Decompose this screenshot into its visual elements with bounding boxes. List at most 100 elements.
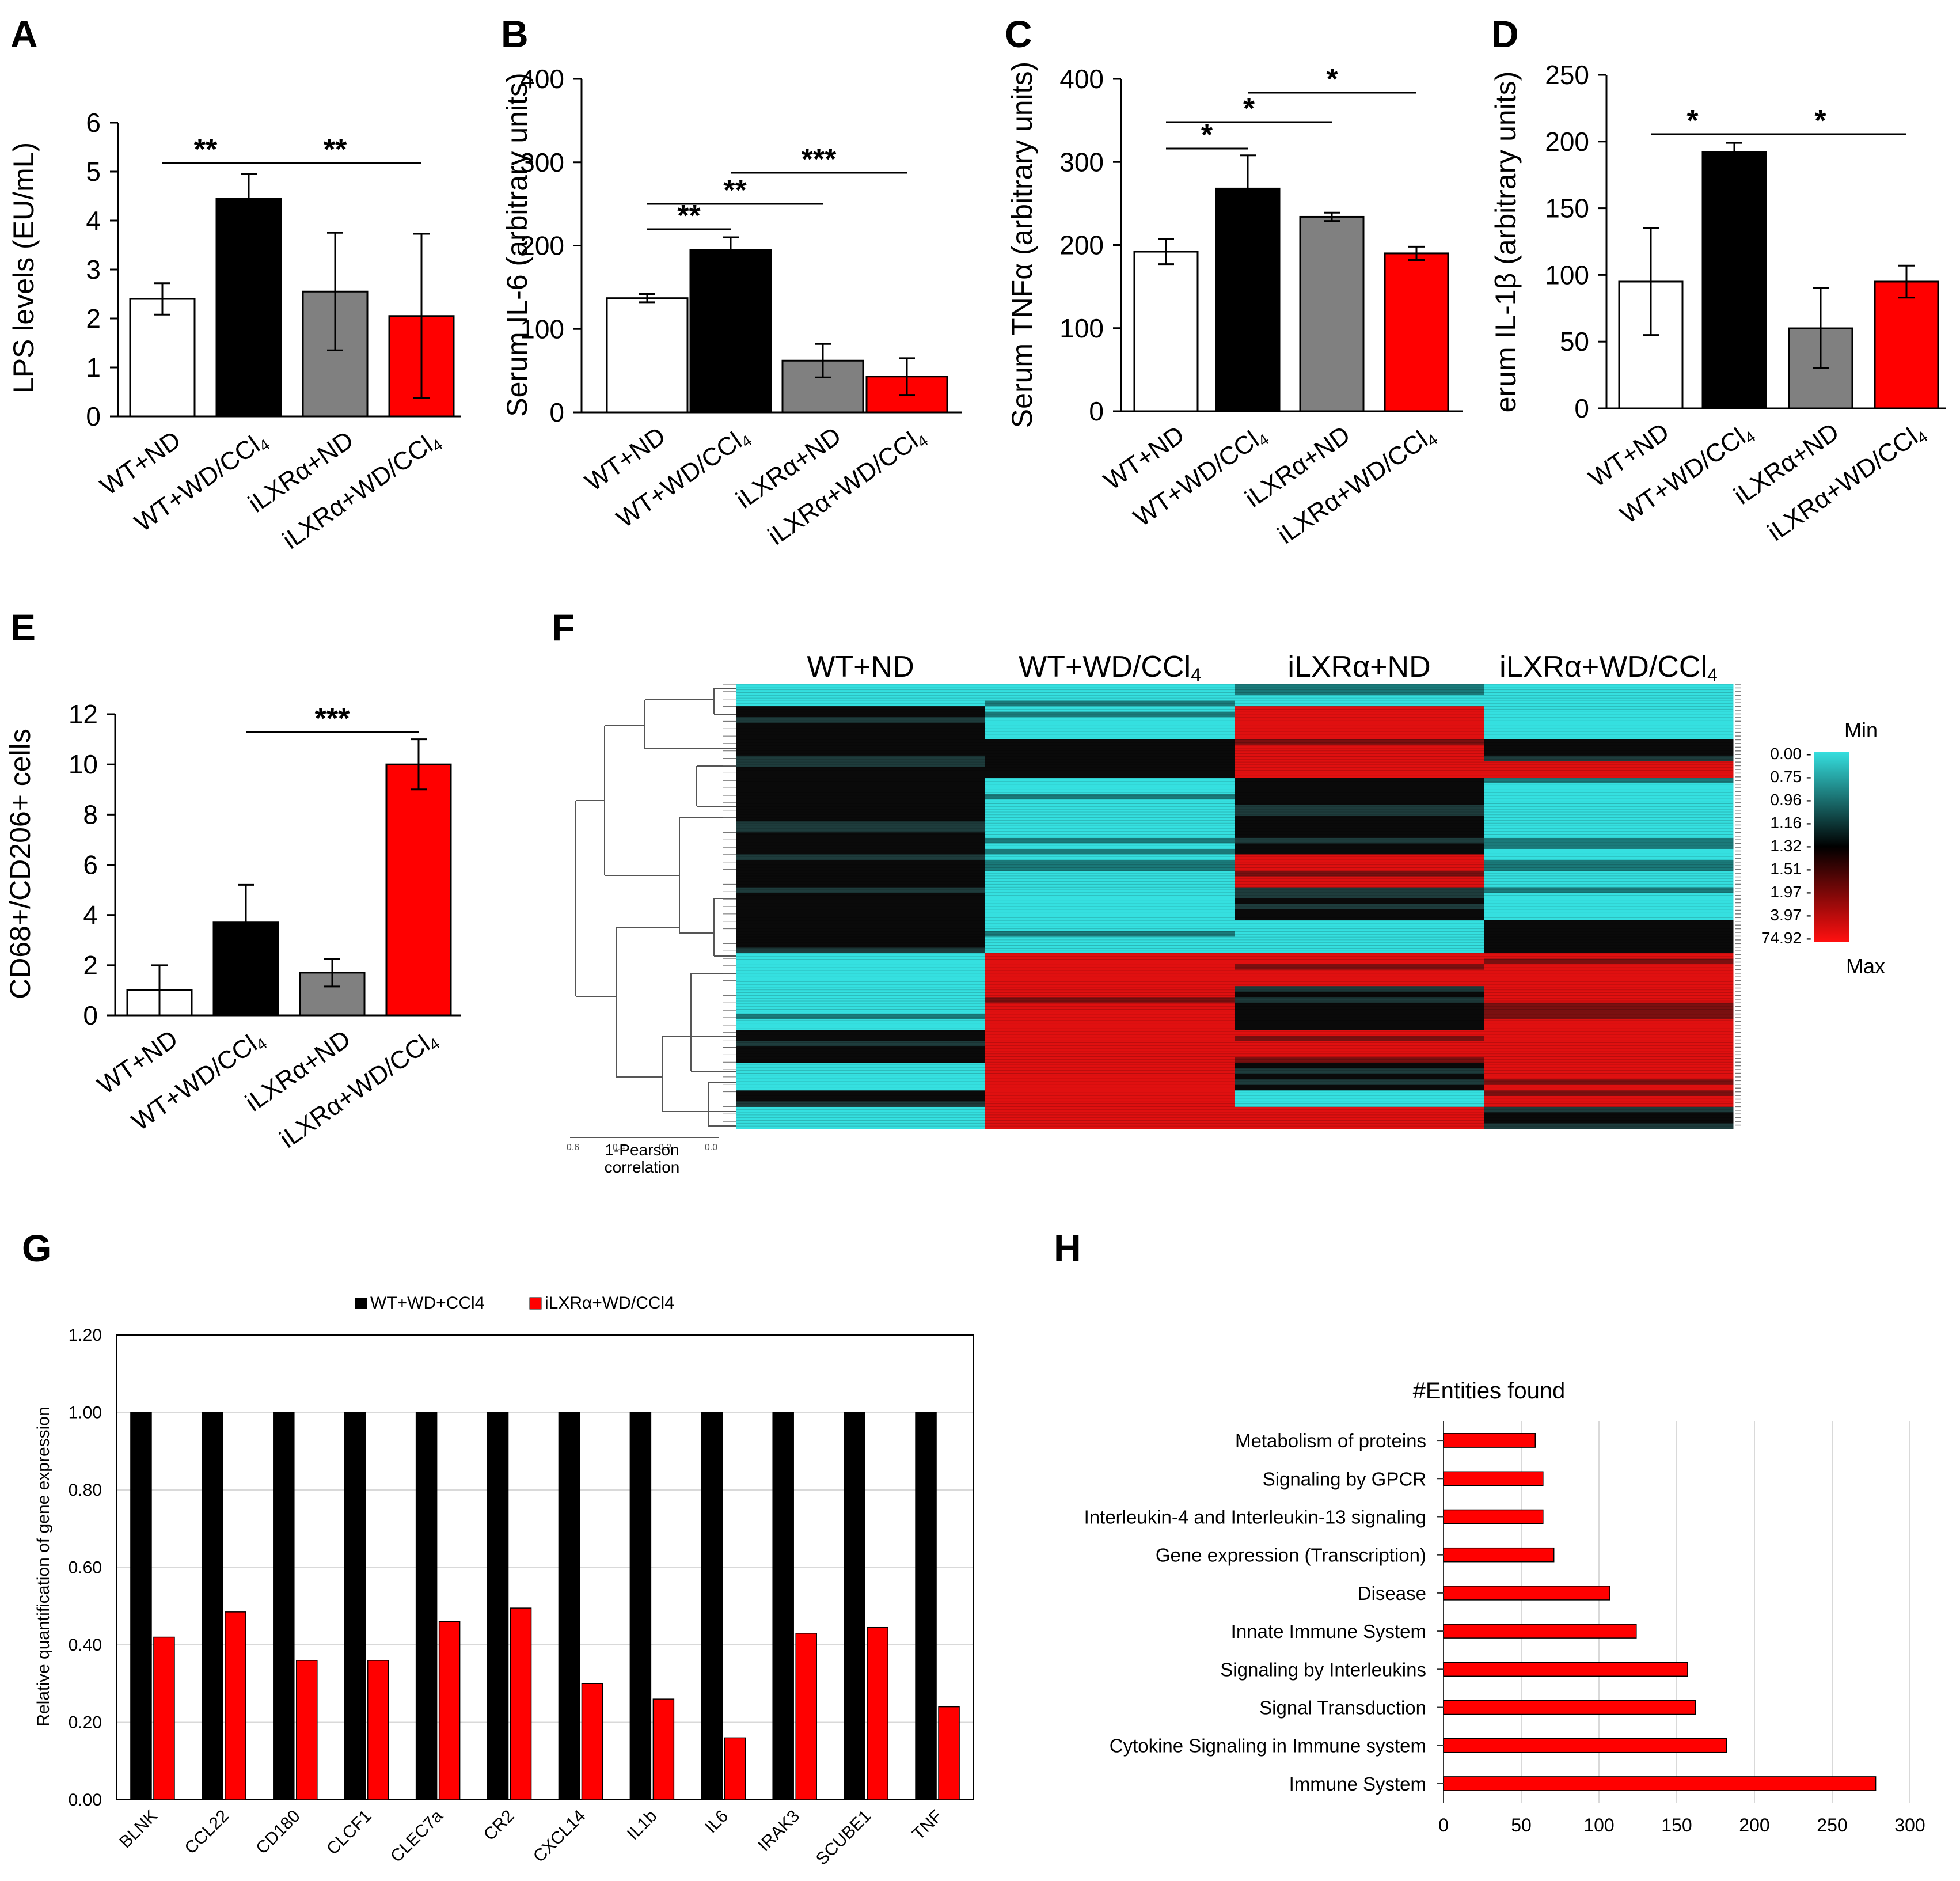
bar-h (1443, 1433, 1536, 1448)
heatmap-cell (736, 1101, 986, 1108)
x-tick-label: 200 (1739, 1815, 1769, 1836)
heatmap-cell (985, 761, 1235, 767)
x-tick-label: CLEC7a (387, 1806, 447, 1866)
bar-h (1443, 1471, 1544, 1486)
heatmap-cell (1484, 750, 1734, 756)
heatmap-cell (736, 1084, 986, 1091)
heatmap-cell (736, 1106, 986, 1113)
y-axis-label: Serum IL-6 (arbitrary units) (501, 73, 533, 416)
significance-mark: *** (802, 143, 837, 176)
heatmap-cell (985, 832, 1235, 839)
bar-A-0 (129, 298, 196, 418)
y-tick-label: 0.80 (69, 1481, 102, 1500)
bar-ilxr (867, 1626, 888, 1800)
legend-max-label: Max (1846, 954, 1885, 978)
heatmap-cell (985, 848, 1235, 855)
heatmap-cell (985, 843, 1235, 850)
x-tick-label: TNF (909, 1807, 946, 1844)
bar-E-3 (385, 763, 452, 1017)
heatmap-cell (1235, 1068, 1484, 1075)
heatmap-cell (985, 920, 1235, 926)
x-tick-label: 250 (1817, 1815, 1847, 1836)
dendrogram-scale-tick: 0.4 (613, 1143, 625, 1152)
heatmap-cell (985, 1046, 1235, 1053)
heatmap-cell (1484, 1041, 1734, 1047)
y-tick-label: 4 (86, 206, 101, 236)
heatmap-cell (736, 794, 986, 800)
x-tick-label: IL1b (624, 1807, 661, 1844)
heatmap-cell (1484, 969, 1734, 976)
heatmap-cell (1235, 887, 1484, 893)
heatmap-cell (1484, 865, 1734, 871)
heatmap-cell (736, 684, 986, 691)
panel-letter-f: F (552, 606, 575, 649)
x-tick-label: IL6 (701, 1807, 732, 1837)
y-tick-label: 300 (520, 147, 564, 177)
heatmap-cell (985, 958, 1235, 965)
category-label: Gene expression (Transcription) (1156, 1545, 1426, 1566)
heatmap-cell (985, 1013, 1235, 1019)
heatmap-cell (736, 755, 986, 761)
bar-ilxr (510, 1607, 532, 1800)
bar-C-3 (1384, 252, 1449, 412)
heatmap-cell (736, 1030, 986, 1036)
heatmap-cell (985, 826, 1235, 833)
bar-wt (629, 1412, 652, 1800)
y-tick-label: 5 (86, 157, 101, 187)
heatmap-cell (1484, 816, 1734, 822)
y-tick-label: 150 (1545, 194, 1589, 223)
heatmap-cell (985, 969, 1235, 976)
heatmap-cell (1235, 728, 1484, 734)
heatmap-cell (736, 843, 986, 850)
y-tick-label: 400 (1059, 64, 1104, 94)
heatmap-cell (736, 1008, 986, 1014)
heatmap-cell (985, 1030, 1235, 1036)
heatmap-cell (985, 1052, 1235, 1058)
bar-B-0 (606, 297, 689, 414)
y-tick-label: 0 (549, 397, 564, 427)
heatmap-cell (736, 1068, 986, 1075)
heatmap-cell (1235, 826, 1484, 833)
heatmap-cell (1484, 1052, 1734, 1058)
x-tick-label: 300 (1894, 1815, 1925, 1836)
heatmap-cell (985, 909, 1235, 915)
heatmap-cell (985, 695, 1235, 701)
heatmap-cell (1235, 788, 1484, 795)
dendrogram-scale-tick: 0.0 (705, 1143, 717, 1152)
heatmap-cell (1484, 1030, 1734, 1036)
heatmap-cell (1484, 942, 1734, 948)
heatmap-cell (1484, 1123, 1734, 1129)
heatmap-cell (736, 904, 986, 910)
bar-ilxr (652, 1698, 675, 1800)
bar-h (1443, 1700, 1696, 1715)
heatmap-cell (1484, 1035, 1734, 1042)
bar-B-1 (689, 249, 772, 414)
heatmap-cell (985, 1008, 1235, 1014)
heatmap-cell (1235, 1013, 1484, 1019)
x-tick-label: IRAK3 (755, 1807, 804, 1856)
heatmap-cell (1235, 689, 1484, 696)
heatmap-cell (736, 1063, 986, 1069)
chart-h: #Entities found 0 50 100 150 200 250 300 Metabol… (1084, 1378, 1925, 1836)
heatmap-cell (1484, 1079, 1734, 1086)
heatmap-cell (1235, 986, 1484, 992)
heatmap-cell (985, 986, 1235, 992)
heatmap-cell (985, 898, 1235, 904)
bar-ilxr (296, 1660, 318, 1800)
heatmap-cell (985, 733, 1235, 739)
heatmap-cell (1484, 898, 1734, 904)
heatmap-cell (1484, 931, 1734, 937)
heatmap-color-legend: Min Max 0.00 - 0.75 - 0.96 - 1.16 - 1.32 - 1.51… (1761, 718, 1885, 978)
heatmap-cell (985, 936, 1235, 943)
heatmap-cell (985, 1057, 1235, 1064)
heatmap-cell (1235, 832, 1484, 839)
heatmap-cell (1235, 920, 1484, 926)
heatmap-cell (1235, 871, 1484, 877)
heatmap-cell (736, 832, 986, 839)
heatmap-cell (985, 1090, 1235, 1097)
heatmap-cell (736, 975, 986, 981)
heatmap-cell (1235, 953, 1484, 960)
y-axis-label: CD68+/CD206+ cells (4, 729, 36, 999)
